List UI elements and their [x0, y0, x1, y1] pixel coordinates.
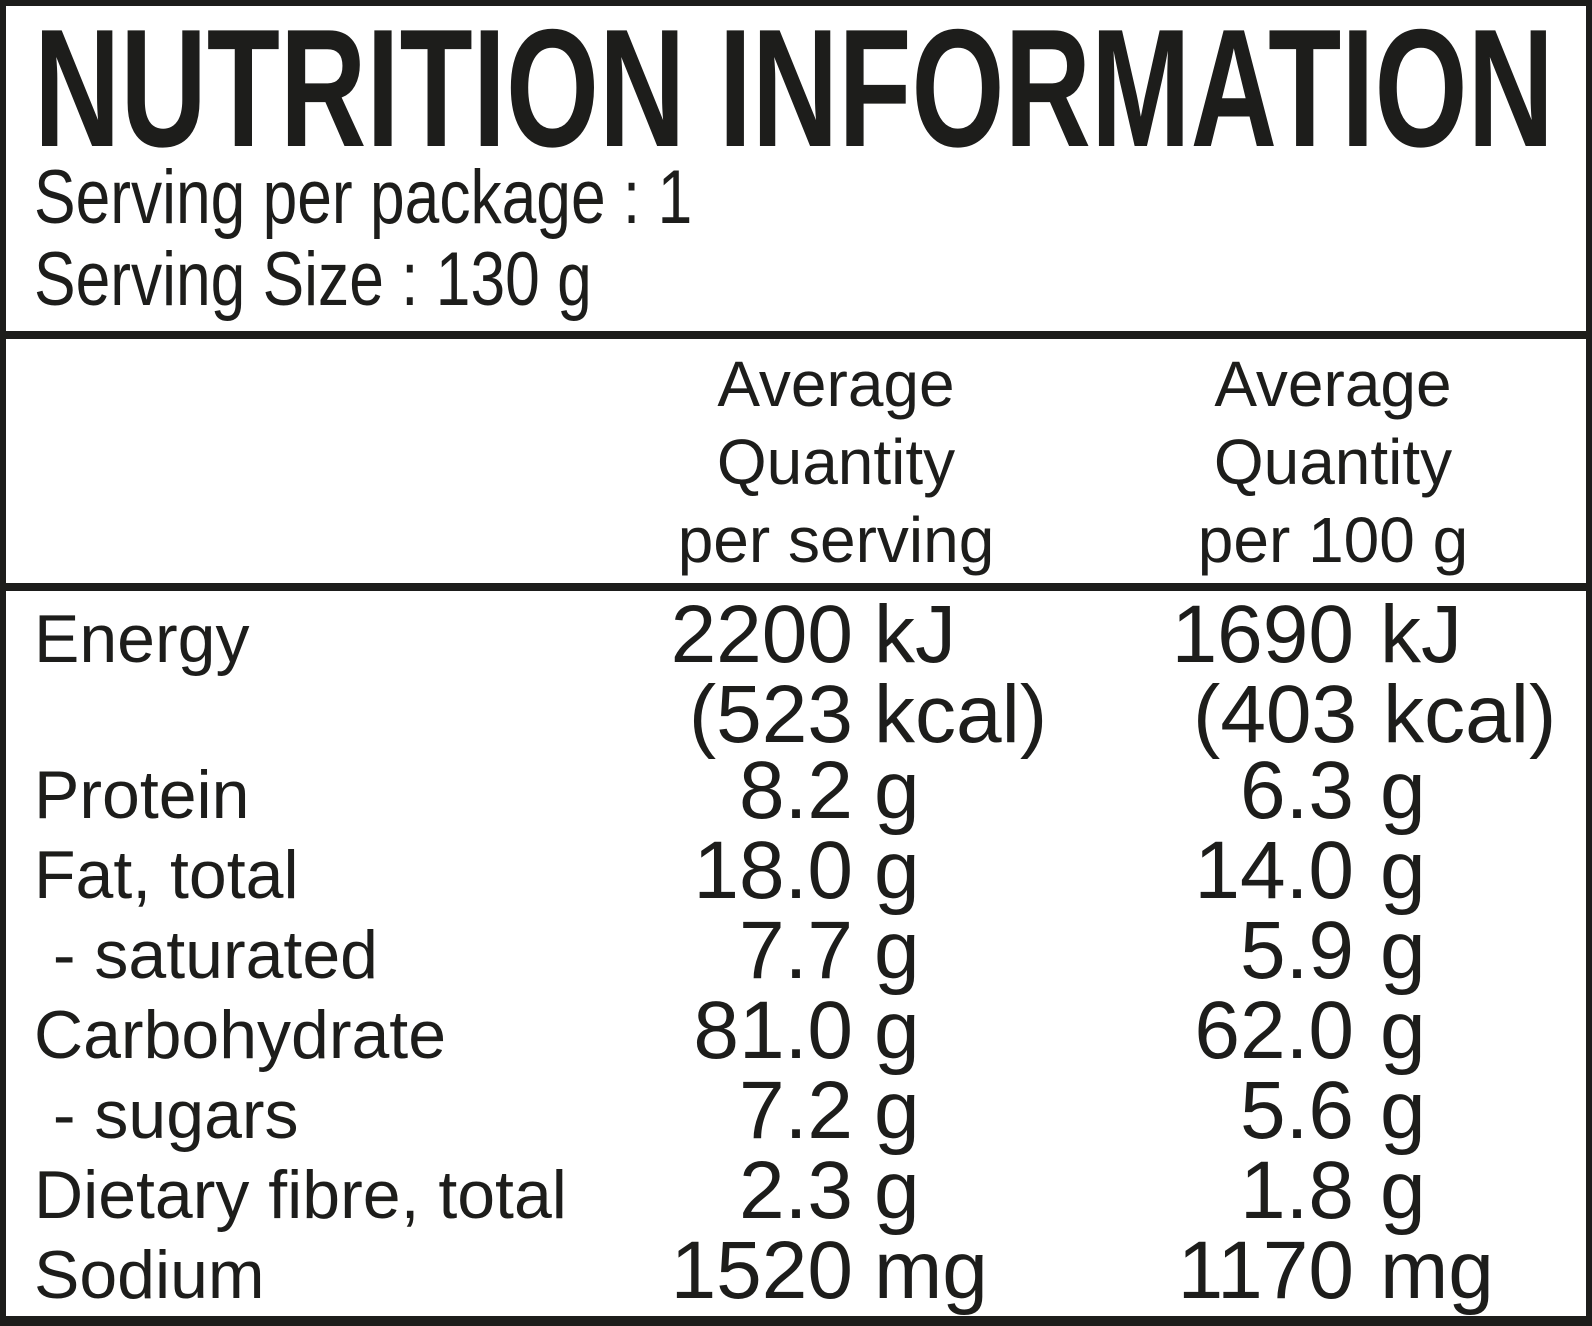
per-100g-value: 1690 — [1171, 589, 1354, 680]
per-100g-unit: g — [1380, 745, 1426, 836]
divider-line-top — [6, 331, 1586, 339]
divider-line-middle — [6, 583, 1586, 591]
per-serving-column-header: Average Quantity per serving — [617, 345, 1055, 579]
table-row-sugars: - sugars 7.2 g 5.6 g — [6, 1065, 1586, 1156]
per-serving-value: 8.2 — [739, 745, 853, 836]
per-serving-value: 2200 — [670, 589, 853, 680]
per-100g-value: 5.9 — [1240, 905, 1354, 996]
per-serving-header-line-2: Quantity — [716, 426, 956, 498]
table-row-sodium: Sodium 1520 mg 1170 mg — [6, 1225, 1586, 1316]
table-row-dietary-fibre: Dietary fibre, total 2.3 g 1.8 g — [6, 1145, 1586, 1236]
nutrition-table: Energy 2200 kJ 1690 kJ (523 kcal) (403 k… — [6, 591, 1586, 1316]
per-serving-value: 2.3 — [739, 1145, 853, 1236]
per-serving-value: 7.7 — [739, 905, 853, 996]
per-serving-unit: kJ — [874, 589, 956, 680]
nutrient-label: Fat, total — [34, 837, 299, 913]
serving-per-package-text: Serving per package : 1 — [34, 155, 693, 240]
per-100g-column-header: Average Quantity per 100 g — [1062, 345, 1586, 579]
per-serving-header-line-3: per serving — [677, 504, 995, 576]
per-100g-unit: g — [1380, 905, 1426, 996]
per-100g-unit: kJ — [1380, 589, 1462, 680]
per-serving-unit: g — [874, 1145, 920, 1236]
per-serving-value: 1520 — [670, 1225, 853, 1316]
table-row-fat-total: Fat, total 18.0 g 14.0 g — [6, 825, 1586, 916]
per-serving-value: 7.2 — [739, 1065, 853, 1156]
per-100g-value: 5.6 — [1240, 1065, 1354, 1156]
panel-title: NUTRITION INFORMATION — [34, 22, 1554, 157]
nutrient-label: Sodium — [34, 1237, 265, 1313]
per-100g-value: 62.0 — [1194, 985, 1354, 1076]
label-header-section: NUTRITION INFORMATION Serving per packag… — [6, 6, 1586, 331]
table-row-energy-kcal: (523 kcal) (403 kcal) — [6, 669, 1586, 760]
per-serving-unit: g — [874, 985, 920, 1076]
per-100g-value: 14.0 — [1194, 825, 1354, 916]
nutrient-label: Carbohydrate — [34, 997, 447, 1073]
column-headers: Average Quantity per serving Average Qua… — [6, 339, 1586, 583]
per-serving-header-line-1: Average — [717, 348, 955, 420]
per-serving-value: 18.0 — [693, 825, 853, 916]
per-100g-unit: g — [1380, 1065, 1426, 1156]
per-serving-value: 81.0 — [693, 985, 853, 1076]
per-100g-unit: kcal) — [1383, 669, 1557, 760]
table-row-protein: Protein 8.2 g 6.3 g — [6, 745, 1586, 836]
per-100g-unit: g — [1380, 985, 1426, 1076]
per-100g-value: (403 — [1193, 669, 1358, 760]
per-serving-unit: mg — [874, 1225, 988, 1316]
serving-size-line: Serving Size : 130 g — [34, 239, 1558, 321]
per-100g-value: 1.8 — [1240, 1145, 1354, 1236]
table-row-saturated-fat: - saturated 7.7 g 5.9 g — [6, 905, 1586, 996]
nutrient-label: Protein — [34, 757, 250, 833]
per-serving-unit: g — [874, 1065, 920, 1156]
nutrient-label: Energy — [34, 601, 250, 677]
per-100g-unit: g — [1380, 825, 1426, 916]
per-100g-header-line-1: Average — [1214, 348, 1452, 420]
per-100g-value: 6.3 — [1240, 745, 1354, 836]
per-100g-header-line-3: per 100 g — [1197, 504, 1469, 576]
nutrient-label: - sugars — [34, 1077, 299, 1153]
panel-title-text: NUTRITION INFORMATION — [34, 22, 1554, 157]
serving-per-package-line: Serving per package : 1 — [34, 157, 1558, 239]
per-100g-value: 1170 — [1177, 1225, 1354, 1316]
per-100g-unit: mg — [1380, 1225, 1494, 1316]
serving-size-text: Serving Size : 130 g — [34, 237, 592, 322]
per-100g-unit: g — [1380, 1145, 1426, 1236]
nutrient-label: - saturated — [34, 917, 378, 993]
per-serving-unit: kcal) — [874, 669, 1048, 760]
per-serving-value: (523 — [688, 669, 853, 760]
per-serving-unit: g — [874, 825, 920, 916]
table-row-energy-kj: Energy 2200 kJ 1690 kJ — [6, 589, 1586, 680]
per-100g-header-line-2: Quantity — [1213, 426, 1453, 498]
per-serving-unit: g — [874, 905, 920, 996]
nutrient-label: Dietary fibre, total — [34, 1157, 567, 1233]
per-serving-unit: g — [874, 745, 920, 836]
table-row-carbohydrate: Carbohydrate 81.0 g 62.0 g — [6, 985, 1586, 1076]
